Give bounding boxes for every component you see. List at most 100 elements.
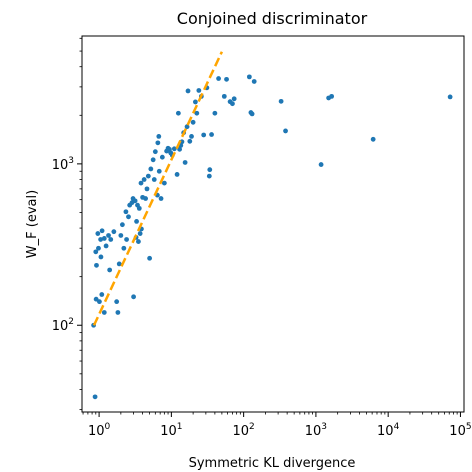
data-point	[156, 168, 162, 174]
data-point	[99, 228, 105, 234]
data-point	[97, 299, 102, 305]
data-point	[123, 209, 129, 215]
x-axis-label: Symmetric KL divergence	[189, 456, 356, 471]
data-point	[134, 219, 139, 224]
data-point	[278, 98, 284, 104]
data-point	[147, 255, 153, 261]
data-point	[114, 299, 120, 305]
data-point	[283, 128, 288, 134]
data-point	[212, 110, 218, 116]
y-tick-label: 103	[52, 156, 74, 173]
chart-title: Conjoined discriminator	[177, 9, 368, 28]
data-point	[184, 124, 190, 130]
data-point	[249, 111, 255, 117]
data-point	[136, 239, 141, 244]
data-point	[93, 249, 99, 255]
data-point	[175, 110, 181, 116]
data-point	[231, 96, 237, 102]
data-point	[124, 237, 129, 242]
data-point	[189, 134, 194, 139]
scatter-points	[91, 74, 453, 400]
x-axis: 100 101 102 103 104 105	[82, 412, 472, 439]
data-point	[158, 196, 164, 201]
data-point	[115, 310, 121, 315]
data-point	[108, 237, 114, 242]
data-point	[171, 146, 177, 152]
data-point	[190, 119, 196, 125]
data-point	[96, 245, 101, 251]
data-point	[185, 88, 191, 94]
y-axis-label: W_F (eval)	[25, 190, 40, 258]
y-tick-label: 102	[52, 317, 74, 334]
data-point	[111, 229, 117, 235]
data-point	[150, 157, 156, 163]
data-point	[98, 237, 104, 242]
data-point	[194, 110, 200, 116]
data-point	[137, 231, 143, 236]
data-point	[370, 136, 376, 142]
data-point	[174, 172, 180, 177]
data-point	[116, 261, 122, 267]
trend-line-layer	[92, 51, 224, 326]
data-point	[121, 245, 127, 251]
data-point	[106, 233, 111, 238]
x-tick-label: 104	[377, 422, 400, 439]
data-point	[221, 93, 227, 99]
data-point	[187, 138, 193, 144]
data-point	[101, 310, 107, 315]
data-point	[151, 177, 157, 182]
plot-frame	[81, 35, 465, 413]
data-point	[152, 149, 158, 155]
data-point	[182, 160, 188, 165]
data-point	[101, 236, 107, 241]
data-point	[144, 186, 150, 192]
data-point	[224, 76, 229, 82]
data-point	[196, 88, 202, 93]
data-point	[207, 167, 213, 173]
data-point	[131, 294, 136, 300]
data-point	[201, 132, 207, 138]
data-point	[141, 177, 147, 182]
data-point	[209, 132, 214, 137]
data-point	[318, 162, 324, 167]
x-tick-label: 101	[160, 422, 182, 439]
data-point	[143, 196, 149, 201]
data-point	[206, 173, 212, 179]
data-point	[138, 180, 144, 186]
data-point	[192, 99, 198, 105]
data-point	[95, 231, 101, 236]
data-point	[98, 254, 104, 260]
data-point	[99, 292, 105, 297]
data-point	[159, 154, 165, 160]
x-tick-label: 100	[88, 422, 111, 439]
data-point	[107, 267, 113, 273]
data-point	[329, 93, 335, 99]
data-point	[246, 74, 252, 80]
data-point	[132, 198, 138, 204]
trend-line	[92, 51, 224, 326]
x-tick-label: 103	[305, 422, 327, 439]
data-point	[145, 173, 151, 179]
data-point	[161, 180, 167, 186]
data-point	[94, 262, 99, 268]
data-point	[251, 79, 257, 84]
data-point	[230, 101, 235, 107]
data-point	[156, 134, 162, 139]
x-tick-label: 105	[449, 422, 471, 439]
data-point	[119, 222, 125, 228]
data-point	[155, 140, 161, 146]
data-point	[118, 233, 124, 238]
data-point	[148, 166, 154, 172]
data-point	[447, 94, 453, 100]
plot-area	[91, 51, 453, 400]
data-point	[92, 394, 98, 400]
data-point	[126, 214, 131, 220]
data-point	[216, 76, 221, 81]
data-point	[103, 243, 109, 249]
data-point	[93, 296, 99, 302]
x-tick-label: 102	[232, 422, 254, 439]
data-point	[177, 146, 183, 152]
data-point	[136, 205, 142, 211]
